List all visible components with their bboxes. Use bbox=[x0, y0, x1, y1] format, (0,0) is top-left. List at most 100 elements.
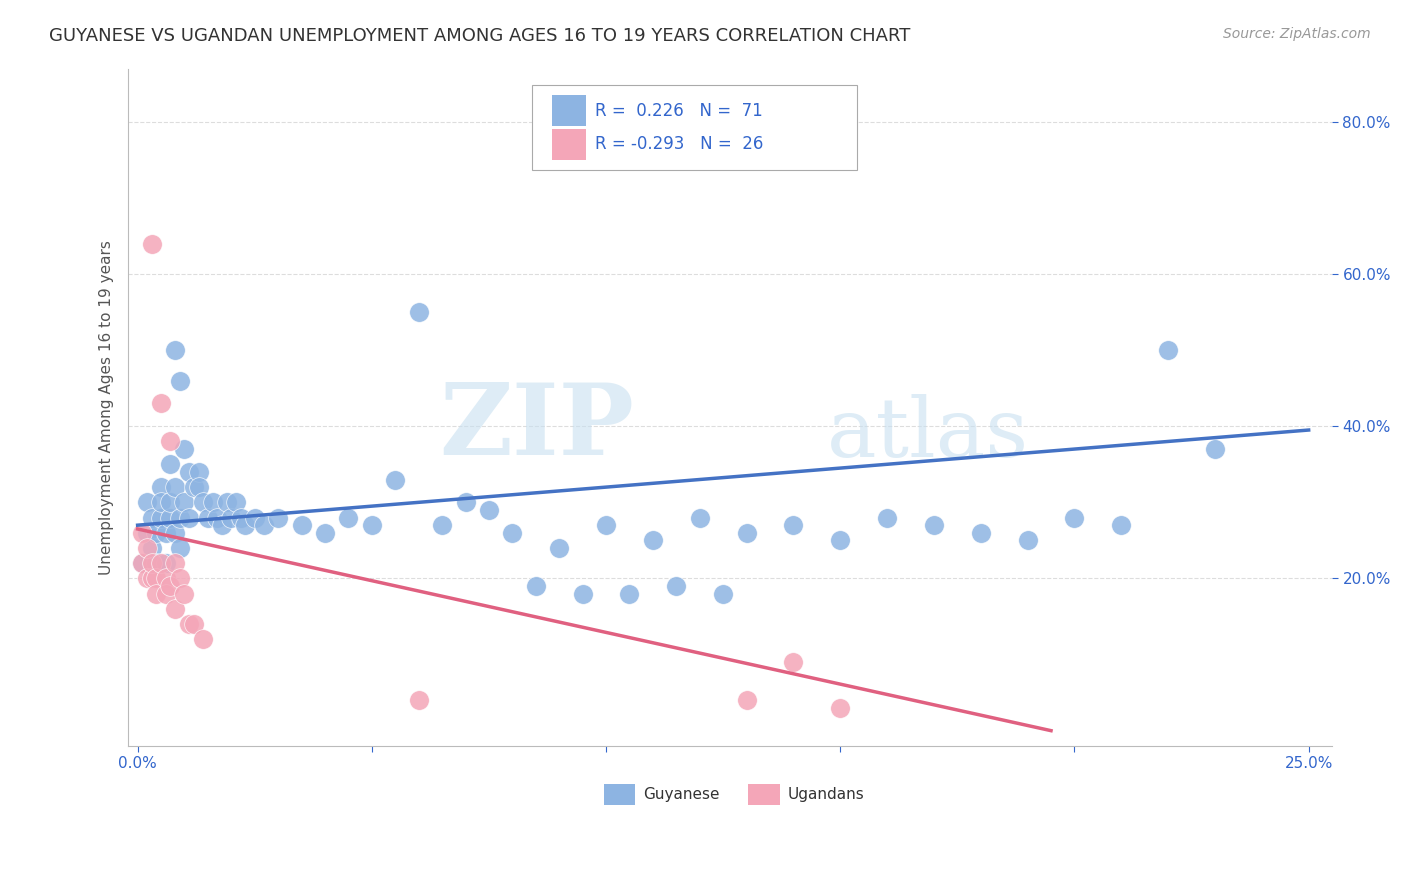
Point bbox=[1204, 442, 1226, 456]
Point bbox=[454, 495, 477, 509]
Point bbox=[478, 503, 501, 517]
Point bbox=[235, 518, 257, 533]
Point bbox=[150, 495, 173, 509]
Point bbox=[619, 587, 641, 601]
Point bbox=[229, 510, 252, 524]
Point bbox=[595, 518, 617, 533]
FancyBboxPatch shape bbox=[553, 95, 586, 126]
Point bbox=[689, 510, 711, 524]
Point bbox=[150, 396, 173, 410]
Point bbox=[173, 587, 195, 601]
Point bbox=[159, 457, 181, 471]
Point bbox=[131, 556, 153, 570]
Text: Ugandans: Ugandans bbox=[787, 787, 865, 802]
Text: Guyanese: Guyanese bbox=[644, 787, 720, 802]
Point bbox=[150, 556, 173, 570]
Point bbox=[159, 495, 181, 509]
Point bbox=[183, 480, 205, 494]
Point bbox=[173, 495, 195, 509]
Point bbox=[1157, 343, 1180, 358]
Point bbox=[179, 465, 201, 479]
Point bbox=[179, 510, 201, 524]
Point bbox=[159, 434, 181, 449]
Point bbox=[150, 510, 173, 524]
Point bbox=[165, 556, 187, 570]
Point bbox=[970, 525, 993, 540]
Point bbox=[408, 693, 430, 707]
Point bbox=[782, 518, 804, 533]
FancyBboxPatch shape bbox=[748, 784, 779, 805]
Point bbox=[314, 525, 336, 540]
Point bbox=[145, 587, 167, 601]
FancyBboxPatch shape bbox=[553, 128, 586, 160]
Text: R =  0.226   N =  71: R = 0.226 N = 71 bbox=[595, 102, 763, 120]
Point bbox=[141, 541, 163, 555]
Point bbox=[501, 525, 523, 540]
Point bbox=[159, 579, 181, 593]
Text: GUYANESE VS UGANDAN UNEMPLOYMENT AMONG AGES 16 TO 19 YEARS CORRELATION CHART: GUYANESE VS UGANDAN UNEMPLOYMENT AMONG A… bbox=[49, 27, 911, 45]
FancyBboxPatch shape bbox=[531, 86, 856, 170]
Point bbox=[1063, 510, 1085, 524]
Point bbox=[207, 510, 229, 524]
Point bbox=[169, 541, 191, 555]
Point bbox=[136, 495, 159, 509]
Point bbox=[1111, 518, 1133, 533]
Point bbox=[155, 587, 177, 601]
Text: atlas: atlas bbox=[827, 394, 1029, 475]
Text: R = -0.293   N =  26: R = -0.293 N = 26 bbox=[595, 136, 763, 153]
Point bbox=[1017, 533, 1039, 548]
Point bbox=[337, 510, 360, 524]
Y-axis label: Unemployment Among Ages 16 to 19 years: Unemployment Among Ages 16 to 19 years bbox=[100, 240, 114, 574]
Point bbox=[430, 518, 453, 533]
Point bbox=[221, 510, 243, 524]
Point bbox=[165, 525, 187, 540]
Point bbox=[136, 541, 159, 555]
Point bbox=[179, 617, 201, 632]
Point bbox=[187, 480, 209, 494]
Point bbox=[290, 518, 312, 533]
Point bbox=[145, 571, 167, 585]
Point bbox=[131, 525, 153, 540]
Point bbox=[711, 587, 734, 601]
Point bbox=[165, 480, 187, 494]
Point bbox=[876, 510, 898, 524]
Point bbox=[141, 571, 163, 585]
Point bbox=[253, 518, 276, 533]
Point bbox=[782, 655, 804, 669]
Point bbox=[169, 571, 191, 585]
Point bbox=[141, 236, 163, 251]
FancyBboxPatch shape bbox=[603, 784, 636, 805]
Point bbox=[830, 533, 852, 548]
Point bbox=[165, 602, 187, 616]
Point bbox=[136, 571, 159, 585]
Point bbox=[360, 518, 382, 533]
Point bbox=[150, 480, 173, 494]
Point bbox=[193, 632, 215, 647]
Point bbox=[830, 701, 852, 715]
Point bbox=[131, 556, 153, 570]
Point bbox=[384, 473, 406, 487]
Text: Source: ZipAtlas.com: Source: ZipAtlas.com bbox=[1223, 27, 1371, 41]
Point bbox=[243, 510, 266, 524]
Text: ZIP: ZIP bbox=[439, 379, 634, 476]
Point bbox=[408, 305, 430, 319]
Point bbox=[922, 518, 945, 533]
Point bbox=[155, 556, 177, 570]
Point bbox=[267, 510, 290, 524]
Point bbox=[571, 587, 593, 601]
Point bbox=[173, 442, 195, 456]
Point bbox=[165, 343, 187, 358]
Point bbox=[201, 495, 224, 509]
Point bbox=[183, 617, 205, 632]
Point bbox=[145, 556, 167, 570]
Point bbox=[197, 510, 219, 524]
Point bbox=[524, 579, 547, 593]
Point bbox=[548, 541, 571, 555]
Point bbox=[735, 693, 758, 707]
Point bbox=[225, 495, 247, 509]
Point bbox=[665, 579, 688, 593]
Point bbox=[145, 525, 167, 540]
Point bbox=[211, 518, 233, 533]
Point bbox=[155, 525, 177, 540]
Point bbox=[641, 533, 664, 548]
